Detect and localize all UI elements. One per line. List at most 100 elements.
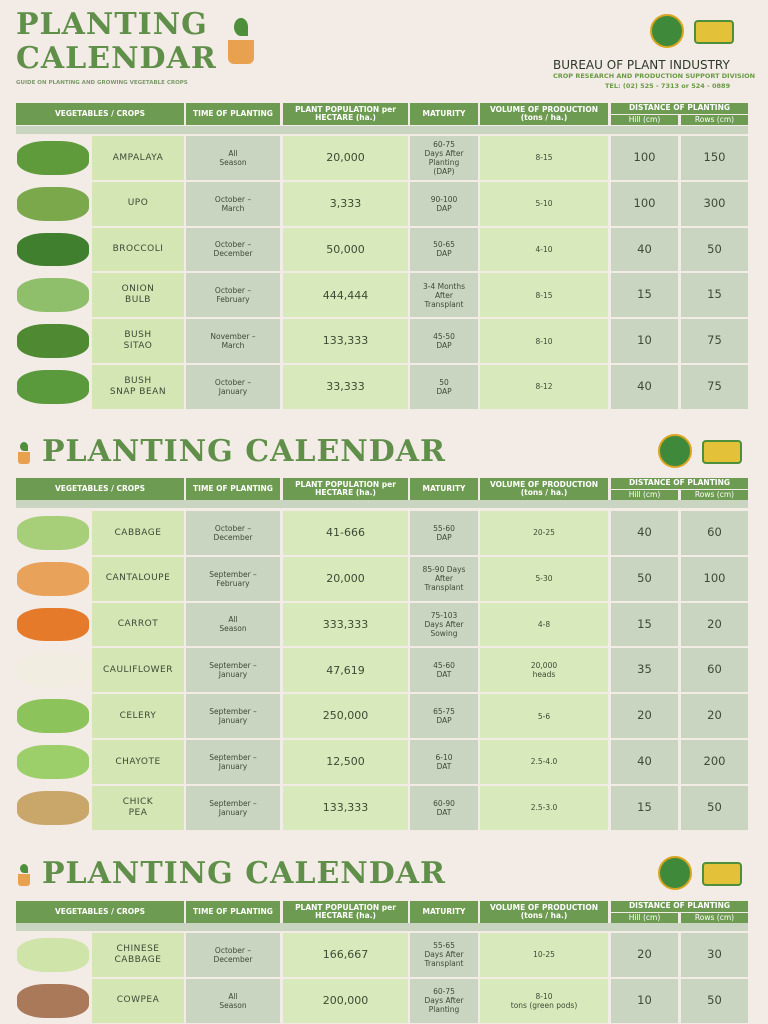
table-cell: 10 (611, 319, 678, 363)
logo-badge (702, 862, 742, 886)
table-cell: 8-12 (480, 365, 608, 409)
section-title: PLANTING CALENDAR (42, 856, 446, 891)
table-cell: 60 (681, 511, 748, 555)
header-band (16, 126, 748, 134)
section-title: PLANTING CALENDAR (16, 7, 217, 76)
vegetable-image (17, 790, 89, 825)
header-cell: PLANT POPULATION per HECTARE (ha.) (283, 478, 408, 500)
table-cell: 8-10 (480, 319, 608, 363)
header-cell: VOLUME OF PRODUCTION (tons / ha.) (480, 901, 608, 923)
table-cell: 90-100 DAP (410, 181, 478, 226)
crop-name: CAULIFLOWER (92, 648, 184, 693)
table-cell: 35 (611, 648, 678, 693)
table-cell: 33,333 (283, 365, 408, 409)
table-cell: September – January (186, 740, 280, 784)
table-cell: 2.5-4.0 (480, 740, 608, 784)
header-cell: VEGETABLES / CROPS (16, 901, 184, 923)
table-cell: 50 (681, 227, 748, 272)
table-cell: 8-15 (480, 136, 608, 180)
table-cell: September – January (186, 785, 280, 830)
crop-name: BUSH SITAO (92, 319, 184, 363)
table-cell: 150 (681, 136, 748, 180)
table-cell: 50 (611, 556, 678, 601)
table-cell: 2.5-3.0 (480, 785, 608, 830)
table-cell: 75 (681, 365, 748, 409)
table-cell: October – February (186, 273, 280, 318)
vegetable-image (17, 141, 89, 175)
table-cell: All Season (186, 602, 280, 647)
vegetable-image (17, 370, 89, 404)
header-cell: VOLUME OF PRODUCTION (tons / ha.) (480, 478, 608, 500)
vegetable-image (17, 653, 89, 688)
crop-name: CELERY (92, 694, 184, 738)
table-cell: 3,333 (283, 181, 408, 226)
header-cell: MATURITY (410, 103, 478, 125)
table-cell: 12,500 (283, 740, 408, 784)
table-cell: 200 (681, 740, 748, 784)
crop-name: COWPEA (92, 978, 184, 1023)
crop-name: CANTALOUPE (92, 556, 184, 601)
header-cell: VEGETABLES / CROPS (16, 103, 184, 125)
subtitle: GUIDE ON PLANTING AND GROWING VEGETABLE … (16, 80, 188, 86)
crop-name: CHICK PEA (92, 785, 184, 830)
table-cell: 166,667 (283, 933, 408, 977)
table-cell: 55-65 Days After Transplant (410, 933, 478, 977)
table-cell: October – December (186, 933, 280, 977)
header-cell: PLANT POPULATION per HECTARE (ha.) (283, 901, 408, 923)
vegetable-image (17, 745, 89, 779)
table-cell: 41-666 (283, 511, 408, 555)
table-cell: 20-25 (480, 511, 608, 555)
header-cell: PLANT POPULATION per HECTARE (ha.) (283, 103, 408, 125)
plant-icon (20, 442, 28, 451)
table-cell: 50 (681, 785, 748, 830)
crop-name: CHAYOTE (92, 740, 184, 784)
header-band (16, 500, 748, 508)
table-cell: November – March (186, 319, 280, 363)
crop-name: CABBAGE (92, 511, 184, 555)
crop-name: CARROT (92, 602, 184, 647)
crop-name: UPO (92, 181, 184, 226)
section-title: PLANTING CALENDAR (42, 434, 446, 469)
vegetable-image (17, 699, 89, 733)
table-cell: 47,619 (283, 648, 408, 693)
table-cell: September – January (186, 648, 280, 693)
crop-name: AMPALAYA (92, 136, 184, 180)
header-cell: TIME OF PLANTING (186, 901, 280, 923)
logo-badge (702, 440, 742, 464)
table-cell: 45-60 DAT (410, 648, 478, 693)
table-cell: 60-75 Days After Planting (410, 978, 478, 1023)
table-cell: 3-4 Months After Transplant (410, 273, 478, 318)
table-cell: October – March (186, 181, 280, 226)
table-cell: 5-6 (480, 694, 608, 738)
logo-seal (650, 14, 684, 48)
crop-name: BROCCOLI (92, 227, 184, 272)
vegetable-image (17, 561, 89, 596)
table-cell: All Season (186, 136, 280, 180)
table-cell: 20 (611, 933, 678, 977)
table-cell: 5-10 (480, 181, 608, 226)
table-cell: 45-50 DAP (410, 319, 478, 363)
table-cell: 75-103 Days After Sowing (410, 602, 478, 647)
header-cell: TIME OF PLANTING (186, 103, 280, 125)
table-cell: 60 (681, 648, 748, 693)
header-cell: Rows (cm) (681, 489, 748, 500)
table-cell: 85-90 Days After Transplant (410, 556, 478, 601)
table-cell: 15 (611, 273, 678, 318)
table-cell: 50,000 (283, 227, 408, 272)
header-band (16, 923, 748, 931)
vegetable-image (17, 232, 89, 267)
table-cell: 50 (681, 978, 748, 1023)
header-cell: Rows (cm) (681, 114, 748, 125)
table-cell: 20 (611, 694, 678, 738)
table-cell: 40 (611, 740, 678, 784)
crop-name: ONION BULB (92, 273, 184, 318)
plant-icon (20, 864, 28, 873)
crop-name: CHINESE CABBAGE (92, 933, 184, 977)
table-cell: 10 (611, 978, 678, 1023)
logo-seal (658, 434, 692, 468)
table-cell: 133,333 (283, 319, 408, 363)
header-cell: DISTANCE OF PLANTING (611, 103, 748, 114)
table-cell: 300 (681, 181, 748, 226)
header-cell: Hill (cm) (611, 489, 678, 500)
header-cell: DISTANCE OF PLANTING (611, 901, 748, 912)
